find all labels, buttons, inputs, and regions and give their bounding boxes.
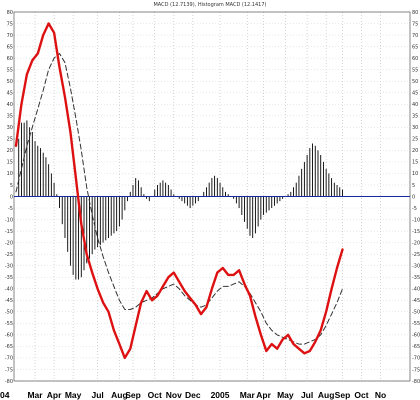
y-tick-label-left: 30 (7, 125, 13, 131)
y-tick-label-right: 20 (412, 148, 418, 154)
y-tick-label-right: 25 (412, 137, 418, 143)
y-tick-label-right: 0 (412, 194, 415, 200)
y-tick-label-right: 10 (412, 171, 418, 177)
y-tick-label-left: 5 (10, 183, 13, 189)
x-tick-label: Dec (185, 390, 201, 400)
y-tick-label-left: 35 (7, 114, 13, 120)
y-tick-label-left: -50 (5, 310, 13, 316)
x-tick-label: Oct (148, 390, 162, 400)
y-tick-label-left: -15 (5, 229, 13, 235)
y-tick-label-right: -25 (412, 252, 420, 258)
y-tick-label-left: -55 (5, 321, 13, 327)
x-tick-label: Apr (47, 390, 62, 400)
y-tick-label-left: -5 (8, 206, 13, 212)
y-tick-label-right: -40 (412, 287, 420, 293)
y-tick-label-right: 70 (412, 33, 418, 39)
chart-title: MACD (12.7139), Histogram MACD (12.1417) (153, 2, 266, 8)
y-tick-label-left: 10 (7, 171, 13, 177)
y-tick-label-right: 45 (412, 91, 418, 97)
y-tick-label-right: 50 (412, 79, 418, 85)
y-tick-label-right: -80 (412, 379, 420, 385)
signal-line (15, 53, 343, 345)
y-tick-label-right: -65 (412, 344, 420, 350)
x-tick-label: 2005 (211, 390, 230, 400)
x-tick-label: Nov (166, 390, 182, 400)
y-tick-label-right: -35 (412, 275, 420, 281)
y-tick-label-left: -70 (5, 356, 13, 362)
y-tick-label-right: 35 (412, 114, 418, 120)
x-tick-label: Mar (27, 390, 43, 400)
y-tick-label-right: 65 (412, 44, 418, 50)
x-tick-label: Aug (111, 390, 128, 400)
x-tick-label-partial: 04 (0, 390, 10, 400)
x-tick-label: Oct (354, 390, 368, 400)
y-tick-label-left: -25 (5, 252, 13, 258)
histogram-bars (18, 120, 343, 280)
y-tick-label-left: 65 (7, 44, 13, 50)
x-tick-label: Jul (91, 390, 103, 400)
macd-lines (14, 22, 344, 360)
y-tick-label-left: -35 (5, 275, 13, 281)
macd-line (14, 22, 344, 360)
y-tick-label-left: 45 (7, 91, 13, 97)
y-tick-label-right: 60 (412, 56, 418, 62)
y-tick-label-right: 55 (412, 67, 418, 73)
y-tick-label-left: 70 (7, 33, 13, 39)
y-tick-label-right: -45 (412, 298, 420, 304)
gridlines (14, 11, 410, 382)
y-tick-label-right: -20 (412, 240, 420, 246)
x-tick-label: Jul (301, 390, 313, 400)
y-tick-label-right: -15 (412, 229, 420, 235)
y-tick-label-right: -50 (412, 310, 420, 316)
x-tick-label: Sep (125, 390, 141, 400)
y-tick-label-left: 20 (7, 148, 13, 154)
y-tick-label-left: -10 (5, 217, 13, 223)
y-tick-label-right: 75 (412, 21, 418, 27)
y-tick-label-right: -5 (412, 206, 417, 212)
y-tick-label-left: 80 (7, 10, 13, 16)
y-tick-label-right: -55 (412, 321, 420, 327)
y-tick-label-right: 80 (412, 10, 418, 16)
x-tick-label: Aug (318, 390, 335, 400)
y-tick-label-left: 0 (10, 194, 13, 200)
y-tick-label-left: -80 (5, 379, 13, 385)
y-tick-label-left: -75 (5, 367, 13, 373)
y-tick-label-right: 5 (412, 183, 415, 189)
y-tick-label-left: -40 (5, 287, 13, 293)
y-tick-label-right: -60 (412, 333, 420, 339)
x-tick-label: Apr (256, 390, 271, 400)
y-tick-label-left: -20 (5, 240, 13, 246)
y-tick-label-left: -45 (5, 298, 13, 304)
y-tick-label-right: -75 (412, 367, 420, 373)
y-tick-label-right: -30 (412, 263, 420, 269)
y-tick-label-left: -60 (5, 333, 13, 339)
y-tick-label-right: 40 (412, 102, 418, 108)
y-tick-label-right: 15 (412, 160, 418, 166)
y-tick-label-left: 40 (7, 102, 13, 108)
y-tick-label-left: 25 (7, 137, 13, 143)
y-tick-label-left: -30 (5, 263, 13, 269)
x-tick-label: May (277, 390, 294, 400)
x-tick-label: Sep (335, 390, 351, 400)
y-tick-label-right: -10 (412, 217, 420, 223)
y-tick-label-left: 50 (7, 79, 13, 85)
y-tick-label-left: 55 (7, 67, 13, 73)
x-tick-label: Mar (240, 390, 256, 400)
y-tick-label-right: 30 (412, 125, 418, 131)
y-tick-label-left: 15 (7, 160, 13, 166)
y-tick-label-right: -70 (412, 356, 420, 362)
y-tick-label-left: 60 (7, 56, 13, 62)
y-tick-label-left: 75 (7, 21, 13, 27)
y-tick-label-left: -65 (5, 344, 13, 350)
x-tick-label: No (375, 390, 386, 400)
x-tick-label: May (65, 390, 82, 400)
